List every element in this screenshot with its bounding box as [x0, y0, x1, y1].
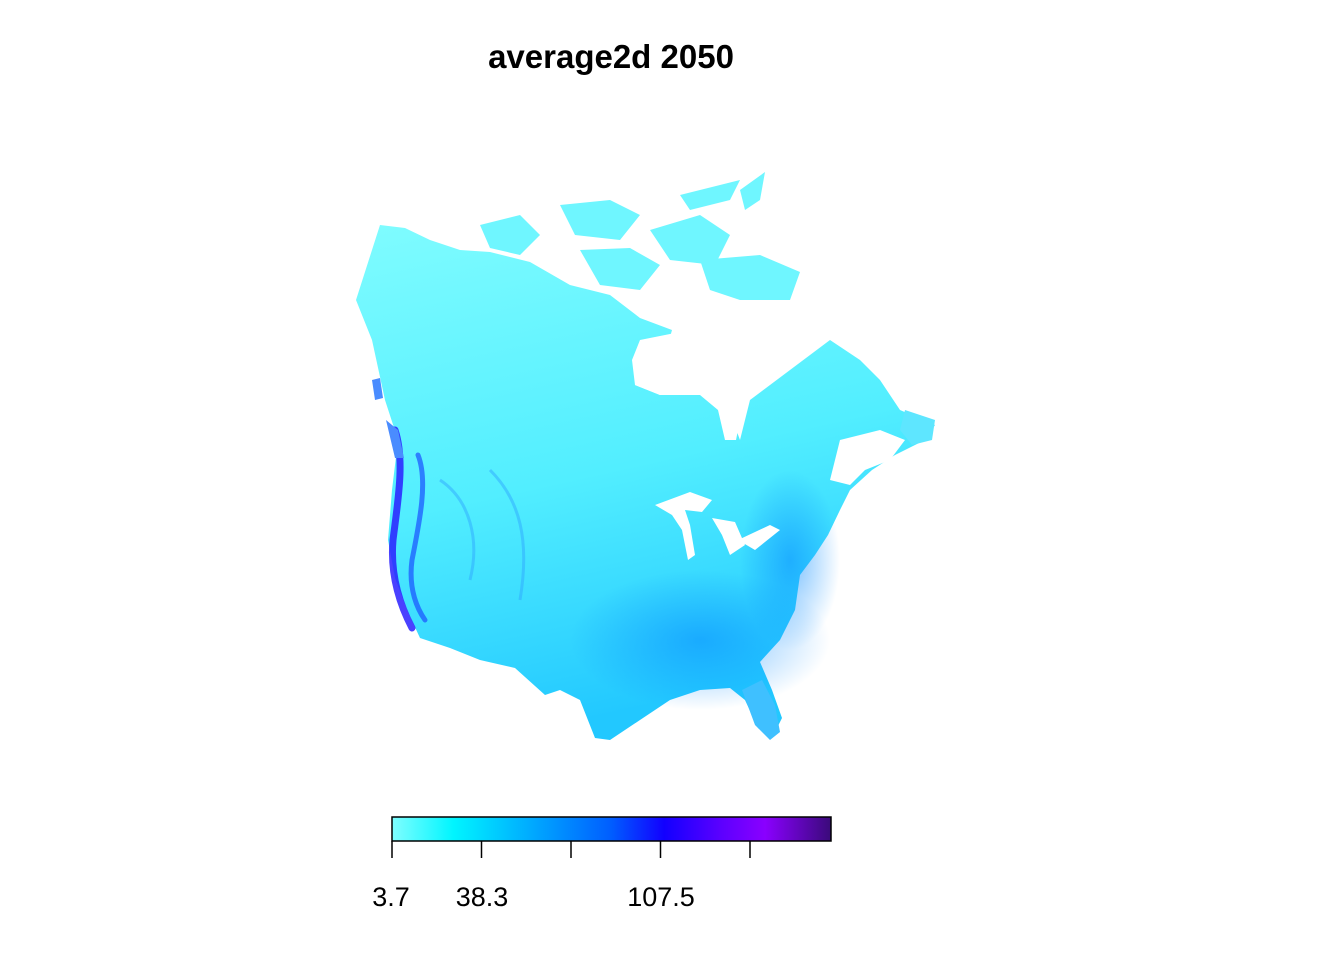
legend-tick-label: 38.3 [455, 882, 509, 912]
legend-colorbar [391, 816, 832, 842]
arctic-archipelago [480, 172, 800, 300]
pacific-islands [372, 378, 404, 458]
pacific-coast-high-values [388, 426, 416, 632]
hudson-bay [632, 332, 745, 440]
cascade-range-band [408, 452, 428, 623]
newfoundland [900, 410, 935, 445]
legend-tick-label: 107.5 [627, 882, 695, 912]
east-coast-high-values [740, 470, 840, 650]
gulf-of-st-lawrence [830, 430, 905, 485]
florida [742, 680, 780, 740]
legend-ticks [391, 841, 751, 858]
interior-mountains [439, 468, 526, 601]
great-lakes [655, 492, 780, 560]
map-title: average2d 2050 [488, 38, 734, 75]
legend-tick-label: 3.7 [372, 882, 410, 912]
